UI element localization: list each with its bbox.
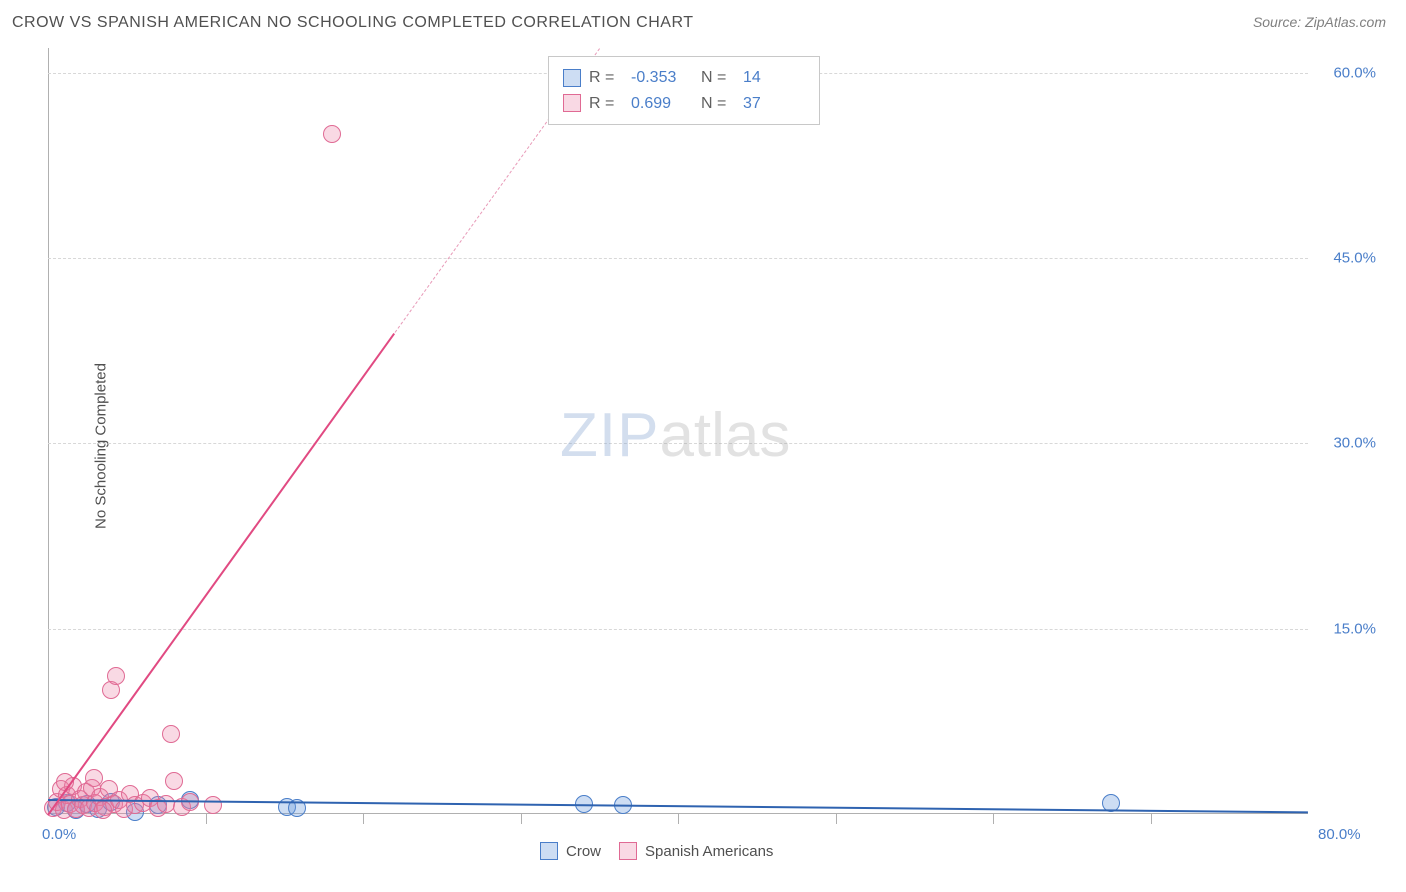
data-point bbox=[165, 772, 183, 790]
data-point bbox=[323, 125, 341, 143]
y-tick-label: 30.0% bbox=[1333, 435, 1376, 452]
r-value: 0.699 bbox=[631, 91, 693, 117]
n-value: 14 bbox=[743, 65, 805, 91]
trend-line bbox=[47, 333, 395, 816]
r-value: -0.353 bbox=[631, 65, 693, 91]
x-tick bbox=[836, 814, 837, 824]
chart-title: CROW VS SPANISH AMERICAN NO SCHOOLING CO… bbox=[12, 14, 693, 32]
y-tick-label: 45.0% bbox=[1333, 250, 1376, 267]
x-tick bbox=[1151, 814, 1152, 824]
plot-area: 15.0%30.0%45.0%60.0% bbox=[48, 48, 1308, 814]
grid-line bbox=[48, 629, 1308, 630]
x-max-label: 80.0% bbox=[1318, 826, 1361, 843]
n-label: N = bbox=[701, 65, 735, 91]
data-point bbox=[94, 801, 112, 819]
r-label: R = bbox=[589, 65, 623, 91]
source-label: Source: ZipAtlas.com bbox=[1253, 14, 1386, 30]
legend-label: Spanish Americans bbox=[645, 843, 773, 860]
data-point bbox=[85, 769, 103, 787]
x-origin-label: 0.0% bbox=[42, 826, 76, 843]
legend-item: Spanish Americans bbox=[619, 842, 773, 860]
legend-swatch bbox=[540, 842, 558, 860]
legend-item: Crow bbox=[540, 842, 601, 860]
y-axis-line bbox=[48, 48, 49, 814]
x-tick bbox=[993, 814, 994, 824]
n-label: N = bbox=[701, 91, 735, 117]
legend-swatch bbox=[619, 842, 637, 860]
r-label: R = bbox=[589, 91, 623, 117]
grid-line bbox=[48, 258, 1308, 259]
x-tick bbox=[521, 814, 522, 824]
legend-swatch bbox=[563, 69, 581, 87]
legend-row: R = 0.699 N = 37 bbox=[563, 91, 805, 117]
y-tick-label: 60.0% bbox=[1333, 64, 1376, 81]
legend-row: R = -0.353 N = 14 bbox=[563, 65, 805, 91]
legend-swatch bbox=[563, 94, 581, 112]
y-tick-label: 15.0% bbox=[1333, 620, 1376, 637]
n-value: 37 bbox=[743, 91, 805, 117]
grid-line bbox=[48, 443, 1308, 444]
series-legend: Crow Spanish Americans bbox=[540, 842, 773, 860]
legend-label: Crow bbox=[566, 843, 601, 860]
correlation-legend: R = -0.353 N = 14 R = 0.699 N = 37 bbox=[548, 56, 820, 125]
x-tick bbox=[363, 814, 364, 824]
data-point bbox=[107, 667, 125, 685]
data-point bbox=[204, 796, 222, 814]
data-point bbox=[162, 725, 180, 743]
x-tick bbox=[206, 814, 207, 824]
chart-container: CROW VS SPANISH AMERICAN NO SCHOOLING CO… bbox=[0, 0, 1406, 892]
x-tick bbox=[678, 814, 679, 824]
